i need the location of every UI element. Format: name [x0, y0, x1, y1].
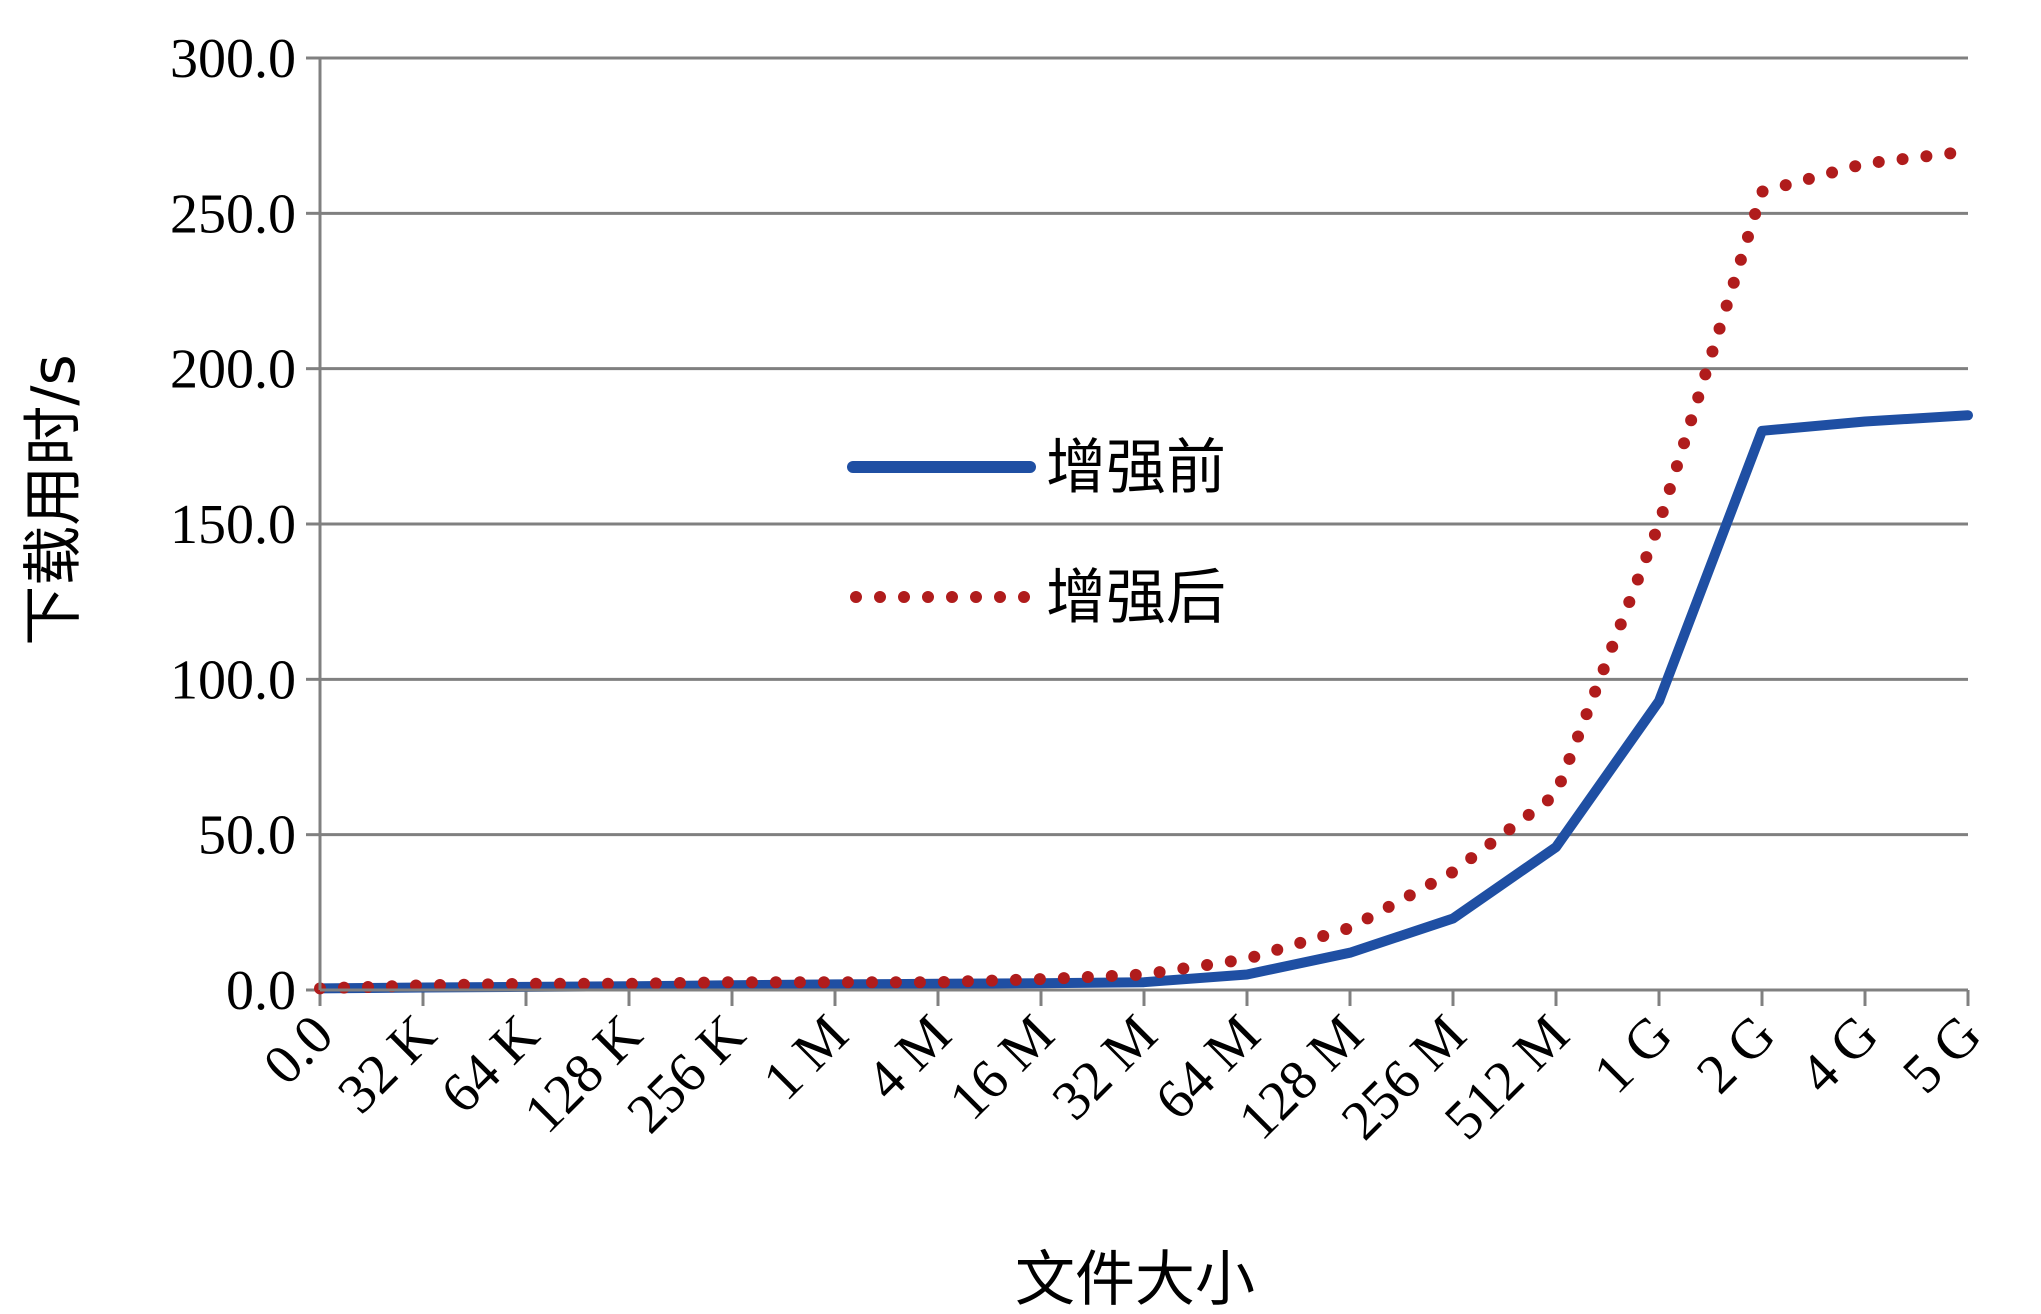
x-tick-label: 32 M [1041, 1003, 1170, 1132]
y-axis-ticks: 0.0 50.0 100.0 150.0 200.0 250.0 300.0 [170, 28, 320, 1022]
y-tick-label: 50.0 [198, 805, 296, 867]
y-tick-label: 200.0 [170, 339, 296, 401]
x-tick-label: 32 K [326, 1003, 448, 1125]
x-tick-label: 256 K [615, 1003, 757, 1145]
series-before [315, 410, 1973, 994]
legend-label-after: 增强后 [1046, 563, 1226, 633]
x-tick-label: 16 M [938, 1003, 1067, 1132]
y-tick-label: 250.0 [170, 183, 296, 245]
y-axis-title: 下载用时/s [19, 354, 89, 645]
legend-label-before: 增强前 [1046, 433, 1226, 503]
x-tick-label: 4 G [1788, 1003, 1890, 1105]
y-tick-label: 300.0 [170, 28, 296, 90]
series-layer [314, 145, 1974, 995]
y-tick-label: 100.0 [170, 649, 296, 711]
x-tick-label: 1 G [1582, 1003, 1684, 1105]
x-tick-label: 2 G [1685, 1003, 1787, 1105]
y-tick-label: 150.0 [170, 494, 296, 556]
series-line [315, 410, 1973, 994]
grid-lines [320, 56, 1968, 837]
legend: 增强前 增强后 [847, 433, 1226, 633]
x-axis-title: 文件大小 [1015, 1245, 1255, 1314]
x-tick-label: 1 M [751, 1003, 860, 1112]
x-tick-label: 128 K [512, 1003, 654, 1145]
x-tick-label: 5 G [1891, 1003, 1993, 1105]
y-tick-label: 0.0 [226, 960, 296, 1022]
